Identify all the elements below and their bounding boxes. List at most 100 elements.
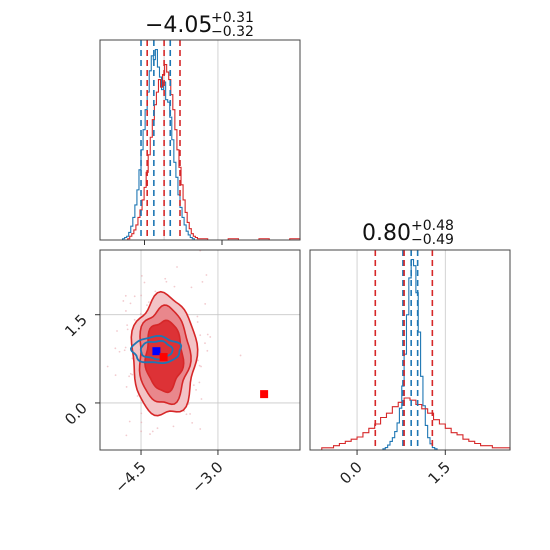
marginal-p0-panel: −4.05 +0.31 −0.32 bbox=[99, 7, 301, 245]
marginal-p1-panel: 0.0 1.5 0.80 +0.48 −0.49 bbox=[309, 215, 511, 488]
marginal-p0-title: −4.05 +0.31 −0.32 bbox=[145, 7, 259, 40]
joint-scatter-point bbox=[197, 359, 199, 362]
joint-scatter-point bbox=[198, 364, 201, 367]
joint-scatter-point bbox=[106, 365, 109, 368]
joint-scatter-point bbox=[157, 515, 159, 517]
joint-scatter-point bbox=[149, 433, 151, 435]
joint-xtick-label: −4.5 bbox=[111, 458, 149, 496]
joint-marker bbox=[159, 353, 168, 362]
joint-scatter-point bbox=[131, 373, 134, 376]
joint-scatter-point bbox=[183, 410, 186, 413]
marginal-p1-blue-histogram bbox=[310, 258, 510, 451]
joint-scatter-point bbox=[206, 333, 209, 336]
joint-scatter-point bbox=[133, 295, 136, 298]
joint-markers bbox=[152, 347, 269, 399]
joint-scatter-point bbox=[151, 430, 154, 433]
joint-scatter-point bbox=[176, 266, 178, 268]
joint-scatter-point bbox=[154, 290, 157, 293]
joint-scatter-point bbox=[204, 303, 207, 305]
joint-scatter-point bbox=[114, 347, 117, 350]
joint-scatter-point bbox=[200, 365, 202, 368]
joint-scatter-point bbox=[196, 315, 199, 318]
joint-scatter-point bbox=[189, 413, 191, 415]
joint-scatter-point bbox=[146, 304, 148, 307]
marginal-p1-title: 0.80 +0.48 −0.49 bbox=[362, 215, 459, 248]
joint-scatter-point bbox=[239, 354, 242, 357]
joint-scatter-point bbox=[66, 309, 68, 311]
joint-scatter-point bbox=[185, 413, 188, 416]
joint-scatter-point bbox=[198, 381, 201, 384]
joint-scatter-point bbox=[139, 313, 142, 315]
joint-scatter-point bbox=[126, 324, 129, 327]
marginal-p0-red-histogram bbox=[100, 64, 301, 241]
joint-scatter-point bbox=[126, 328, 129, 331]
joint-scatter-point bbox=[136, 395, 139, 397]
marginal-p1-title-minus: −0.49 bbox=[411, 232, 454, 248]
marginal-p0-quantile-lines bbox=[140, 40, 181, 240]
joint-scatter-point bbox=[201, 280, 204, 283]
joint-blue-contour bbox=[129, 334, 183, 364]
joint-scatter-point bbox=[125, 310, 127, 312]
marginal-p0-blue-histogram bbox=[100, 48, 195, 241]
joint-scatter-point bbox=[147, 301, 150, 303]
marginal-p1-xtick-label: 0.0 bbox=[336, 458, 366, 488]
marginal-p1-gridlines bbox=[356, 250, 446, 450]
joint-scatter-point bbox=[190, 286, 193, 289]
joint-p0-p1-panel: −4.5 −3.0 1.5 0.0 bbox=[61, 249, 301, 517]
joint-marker bbox=[260, 390, 269, 399]
joint-scatter-point bbox=[125, 434, 128, 437]
joint-scatter-point bbox=[204, 342, 206, 345]
joint-scatter-point bbox=[140, 274, 143, 277]
marginal-p1-frame bbox=[309, 249, 511, 451]
marginal-p1-title-value: 0.80 bbox=[362, 221, 411, 246]
joint-scatter-point bbox=[140, 412, 143, 415]
joint-x-ticks: −4.5 −3.0 bbox=[111, 450, 227, 497]
joint-scatter-point bbox=[125, 386, 128, 388]
joint-scatter-point bbox=[209, 336, 212, 338]
joint-scatter-point bbox=[200, 398, 203, 400]
joint-scatter-point bbox=[173, 285, 176, 288]
joint-scatter-point bbox=[155, 452, 157, 454]
marginal-p1-quantile-lines bbox=[374, 250, 434, 450]
joint-ytick-label: 1.5 bbox=[61, 311, 91, 341]
joint-scatter-point bbox=[191, 421, 194, 424]
joint-scatter-point bbox=[122, 300, 125, 302]
marginal-p0-title-value: −4.05 bbox=[145, 13, 212, 38]
joint-scatter-point bbox=[143, 281, 146, 284]
marginal-p0-background bbox=[100, 40, 300, 240]
marginal-p1-red-histogram bbox=[310, 397, 511, 451]
marginal-p0-histograms bbox=[100, 48, 301, 241]
joint-scatter-point bbox=[172, 425, 175, 428]
marginal-p1-xtick-label: 1.5 bbox=[425, 458, 455, 488]
marginal-p0-title-minus: −0.32 bbox=[211, 24, 254, 40]
joint-scatter-point bbox=[196, 321, 199, 323]
joint-scatter-point bbox=[124, 346, 127, 349]
joint-scatter-point bbox=[140, 430, 143, 433]
joint-y-ticks: 1.5 0.0 bbox=[61, 311, 100, 429]
joint-scatter-point bbox=[133, 318, 136, 321]
joint-scatter-point bbox=[128, 375, 131, 378]
joint-scatter-point bbox=[114, 374, 117, 377]
marginal-p1-background bbox=[310, 250, 510, 450]
marginal-p0-title-plus: +0.31 bbox=[211, 10, 254, 26]
joint-scatter-point bbox=[116, 330, 118, 332]
marginal-p1-x-ticks: 0.0 1.5 bbox=[336, 450, 454, 488]
marginal-p1-histograms bbox=[310, 258, 511, 451]
joint-scatter-point bbox=[199, 428, 202, 430]
joint-ytick-label: 0.0 bbox=[61, 399, 91, 429]
joint-scatter-point bbox=[124, 294, 127, 297]
joint-scatter-point bbox=[140, 294, 143, 297]
joint-scatter-point bbox=[156, 427, 159, 430]
joint-frame bbox=[99, 249, 301, 451]
joint-scatter-point bbox=[199, 334, 202, 337]
joint-scatter-point bbox=[205, 274, 208, 276]
joint-scatter-point bbox=[206, 349, 209, 352]
marginal-p0-frame bbox=[99, 39, 301, 241]
joint-scatter-point bbox=[128, 420, 131, 423]
joint-scatter-point bbox=[165, 280, 168, 283]
joint-scatter-point bbox=[97, 372, 99, 374]
joint-scatter-point bbox=[192, 384, 195, 387]
joint-xtick-label: −3.0 bbox=[188, 458, 226, 496]
joint-scatter-point bbox=[129, 372, 132, 375]
